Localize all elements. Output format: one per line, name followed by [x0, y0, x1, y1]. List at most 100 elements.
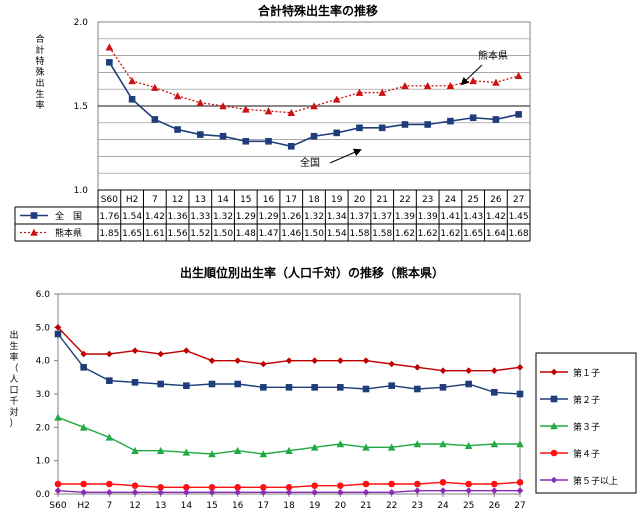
- chart1-data-point: [310, 102, 318, 110]
- chart2-legend-marker: [550, 449, 558, 457]
- chart1-table-value: 1.64: [486, 229, 506, 239]
- chart2-data-point: [131, 347, 139, 354]
- chart1-legend-label: 全 国: [55, 210, 82, 222]
- chart1-y-tick-label: 1.0: [74, 186, 89, 196]
- chart2-data-point: [337, 489, 344, 496]
- chart2-data-point: [131, 489, 139, 496]
- chart2-data-point: [54, 324, 62, 331]
- chart2-data-point: [388, 382, 395, 389]
- chart2-data-point: [387, 443, 396, 451]
- chart1-data-point: [287, 108, 296, 117]
- chart2-data-point: [516, 364, 524, 371]
- chart1-data-point: [151, 83, 159, 91]
- chart1-table-value: 1.50: [304, 229, 324, 239]
- chart1-x-tick-label: 23: [422, 195, 433, 205]
- chart2-data-point: [54, 480, 62, 488]
- chart1-table-value: 1.50: [213, 229, 233, 239]
- chart1-table-value: 1.85: [99, 229, 119, 239]
- chart1-data-point: [196, 98, 205, 106]
- chart2-x-tick-label: 20: [335, 501, 347, 511]
- chart2-data-point: [311, 384, 318, 391]
- chart2-data-point: [516, 487, 524, 494]
- chart1-data-point: [378, 88, 387, 96]
- chart2-y-tick-label: 6.0: [36, 290, 51, 300]
- chart1-data-point: [197, 131, 204, 138]
- chart2-legend-label: 第３子: [573, 421, 600, 433]
- chart2-data-point: [208, 489, 216, 496]
- chart2-data-point: [516, 390, 524, 398]
- chart1-table-value: 1.36: [168, 212, 188, 222]
- chart2-data-point: [439, 479, 447, 486]
- chart1-annotation-national: 全国: [300, 156, 320, 169]
- chart2-data-point: [311, 482, 318, 489]
- chart1-x-tick-label: 24: [445, 195, 457, 205]
- chart1-table-value: 1.52: [190, 229, 210, 239]
- chart1-data-point: [514, 71, 523, 80]
- chart1-data-point: [173, 92, 182, 100]
- chart1-table-value: 1.29: [236, 212, 256, 222]
- chart2-data-point: [260, 384, 267, 391]
- chart1-y-axis-label-char: 計: [35, 44, 44, 56]
- chart2-data-point: [491, 487, 498, 494]
- chart2-data-point: [337, 357, 344, 364]
- chart1-title: 合計特殊出生率の推移: [258, 3, 378, 18]
- chart2-data-point: [208, 450, 216, 458]
- chart2-x-tick-label: 14: [181, 501, 193, 511]
- chart2-data-point: [183, 347, 190, 354]
- chart2-data-point: [157, 489, 164, 496]
- chart1-table-value: 1.76: [99, 212, 119, 222]
- chart2-data-point: [464, 441, 473, 449]
- chart2-data-point: [362, 357, 370, 364]
- chart1-table-value: 1.58: [349, 229, 369, 239]
- chart1-annotation-kumamoto-arrow: [460, 64, 483, 86]
- chart1-table-value: 1.37: [349, 212, 369, 222]
- chart2-data-point: [183, 489, 190, 496]
- chart1-y-axis-label-char: 殊: [35, 66, 44, 78]
- chart2-data-point: [105, 433, 114, 441]
- chart2-data-point: [183, 484, 190, 491]
- chart2-data-point: [234, 380, 241, 388]
- chart1-data-point: [151, 116, 159, 123]
- chart2-x-tick-label: 21: [360, 501, 371, 511]
- chart1-data-point: [264, 107, 273, 115]
- chart1-x-tick-label: 20: [354, 195, 366, 205]
- chart1-x-tick-label: 22: [399, 195, 410, 205]
- chart2-data-point: [285, 384, 293, 391]
- chart1-table-value: 1.39: [395, 212, 415, 222]
- chart1-table-value: 1.43: [463, 212, 483, 222]
- chart1-table-value: 1.32: [213, 212, 233, 222]
- chart1-table-value: 1.34: [327, 212, 347, 222]
- chart2-data-point: [131, 379, 139, 386]
- chart2-data-point: [337, 482, 344, 489]
- chart1-data-point: [219, 102, 227, 110]
- chart2-data-point: [414, 480, 421, 488]
- chart2-data-point: [388, 489, 395, 496]
- chart2-data-point: [439, 367, 447, 374]
- chart2-data-point: [260, 489, 267, 496]
- fertility-rate-chart: 合計特殊出生率の推移 1.0 1.5 2.0 合計特殊出生率 S60 H2 7 12 13 1…: [14, 3, 531, 242]
- chart2-data-point: [208, 380, 216, 388]
- chart2-data-point: [106, 377, 113, 384]
- chart1-data-point: [174, 126, 181, 133]
- chart2-data-point: [106, 489, 113, 496]
- chart1-table-value: 1.62: [418, 229, 438, 239]
- chart2-data-point: [54, 487, 62, 494]
- chart2-data-point: [157, 484, 164, 491]
- chart2-data-point: [490, 440, 499, 448]
- chart2-legend-marker: [550, 395, 558, 403]
- chart2-x-tick-label: 17: [258, 501, 269, 511]
- chart2-x-tick-label: S60: [49, 501, 66, 511]
- chart2-data-point: [233, 446, 242, 454]
- chart2-y-tick-label: 4.0: [36, 357, 51, 367]
- chart1-data-point: [446, 82, 455, 90]
- chart2-x-tick-label: 12: [129, 501, 140, 511]
- chart1-data-point: [310, 132, 318, 140]
- chart2-data-point: [106, 480, 113, 488]
- chart1-table-value: 1.41: [440, 212, 460, 222]
- chart1-data-point: [333, 129, 341, 137]
- chart2-data-point: [260, 360, 267, 368]
- chart1-data-point: [515, 111, 522, 118]
- chart2-legend-label: 第２子: [573, 394, 600, 406]
- chart1-x-tick-label: 7: [152, 195, 158, 205]
- chart1-x-tick-label: 18: [308, 195, 320, 205]
